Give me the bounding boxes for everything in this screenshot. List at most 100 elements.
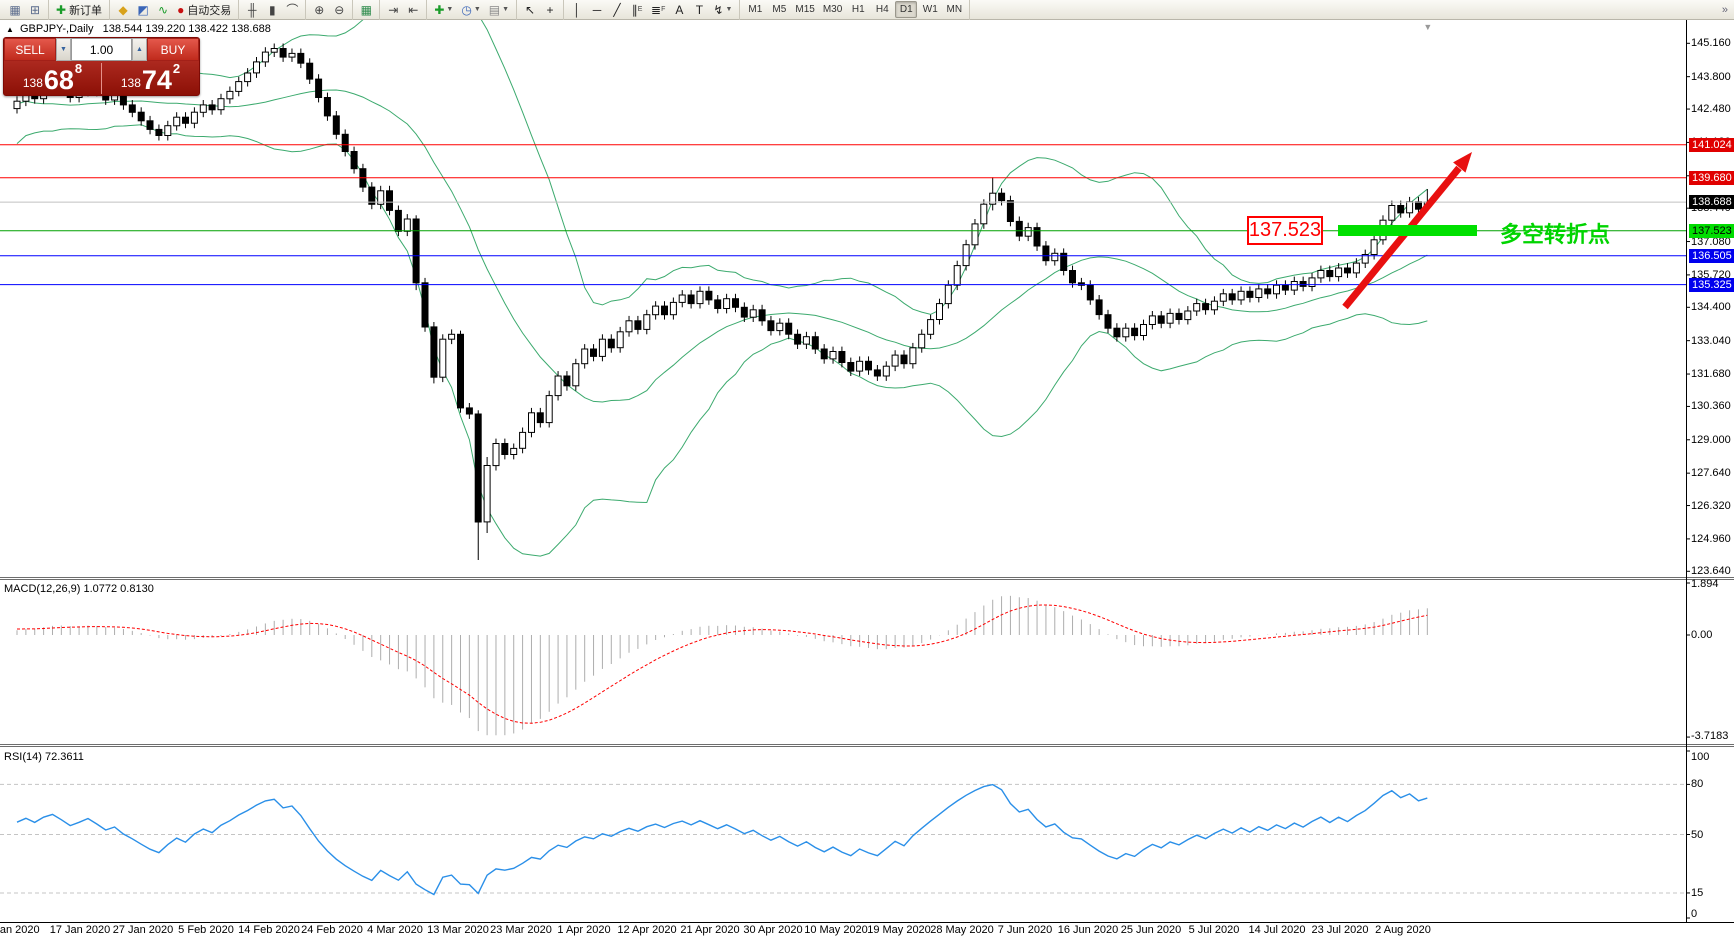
date-label[interactable]: 10 May 2020: [804, 924, 868, 936]
candle: [1024, 227, 1032, 237]
date-label[interactable]: 28 May 2020: [930, 924, 994, 936]
chart-shift-icon[interactable]: ⇤: [408, 2, 419, 17]
date-label[interactable]: 23 Jul 2020: [1311, 924, 1369, 936]
timeframe-h1[interactable]: H1: [851, 4, 865, 15]
candle: [661, 305, 668, 316]
date-label[interactable]: 25 Jun 2020: [1120, 924, 1182, 936]
horizontal-line-icon[interactable]: ─: [592, 2, 602, 17]
volume-increase-button[interactable]: ▲: [132, 38, 147, 61]
price-tick-label: 123.640: [1691, 565, 1731, 578]
timeframe-d1[interactable]: D1: [895, 1, 918, 18]
data-window-icon[interactable]: ⊞: [29, 2, 41, 17]
buy-button[interactable]: BUY: [147, 38, 199, 61]
chart-canvas[interactable]: ▼: [0, 20, 1734, 938]
timeframe-m1[interactable]: M1: [748, 4, 763, 15]
bar-chart-icon[interactable]: ╫: [248, 2, 257, 17]
signals-icon[interactable]: ∿: [158, 2, 169, 17]
zoom-out-icon[interactable]: ⊖: [334, 2, 345, 17]
candle: [1193, 303, 1201, 312]
date-label[interactable]: 19 May 2020: [867, 924, 931, 936]
text-label-icon[interactable]: T: [695, 2, 704, 17]
date-label[interactable]: 5 Feb 2020: [178, 924, 234, 936]
candle: [1273, 284, 1280, 295]
date-label[interactable]: 1 Apr 2020: [557, 924, 611, 936]
volume-decrease-button[interactable]: ▼: [56, 38, 71, 61]
auto-scroll-icon[interactable]: ⇥: [388, 2, 399, 17]
candle: [785, 322, 793, 335]
date-label[interactable]: 5 Jul 2020: [1188, 924, 1240, 936]
fibonacci-icon[interactable]: ≣ F: [651, 2, 666, 17]
price-tick-label: 124.960: [1691, 532, 1731, 545]
candle: [403, 218, 411, 232]
price-tick-label: 133.040: [1691, 334, 1731, 347]
toolbar-overflow-icon[interactable]: »: [1721, 3, 1728, 16]
date-label[interactable]: 4 Mar 2020: [367, 924, 423, 936]
ohlc-values: 138.544 139.220 138.422 138.688: [102, 23, 271, 35]
arrows-icon[interactable]: ↯ ▼: [713, 2, 733, 17]
candle: [1148, 315, 1156, 325]
date-label[interactable]: 14 Feb 2020: [238, 924, 300, 936]
timeframe-w1[interactable]: W1: [922, 4, 938, 15]
timeframe-m30[interactable]: M30: [822, 4, 843, 15]
templates-icon[interactable]: ▤ ▼: [488, 2, 510, 17]
price-line-label: 141.024: [1689, 137, 1734, 152]
date-label[interactable]: 2 Aug 2020: [1375, 924, 1431, 936]
trend-arrow[interactable]: [1342, 165, 1462, 310]
candle: [802, 336, 810, 345]
bid-price[interactable]: 138 68 8: [22, 61, 83, 95]
timeframe-m15[interactable]: M15: [795, 4, 815, 15]
date-label[interactable]: 27 Jan 2020: [112, 924, 174, 936]
ask-price[interactable]: 138 74 2: [120, 61, 181, 95]
date-label[interactable]: Jan 2020: [0, 924, 40, 936]
candle: [962, 244, 970, 267]
strategy-tester-icon[interactable]: ◩: [137, 2, 149, 17]
shift-marker-icon[interactable]: ▼: [1423, 22, 1432, 32]
history-center-icon[interactable]: ◆: [118, 2, 128, 17]
candle: [652, 305, 660, 316]
equidistant-channel-icon[interactable]: ∥ E: [631, 2, 643, 17]
date-label[interactable]: 14 Jul 2020: [1248, 924, 1306, 936]
trendline-icon[interactable]: ╱: [613, 2, 621, 17]
price-tick-label: 137.080: [1691, 235, 1731, 248]
candlestick-chart-icon[interactable]: ▮: [269, 2, 276, 17]
price-annotation-label[interactable]: 137.523: [1247, 216, 1323, 245]
new-order-button[interactable]: ✚ 新订单: [56, 2, 103, 17]
timeframe-mn[interactable]: MN: [946, 4, 963, 15]
main-panel[interactable]: [16, 20, 1428, 557]
date-label[interactable]: 13 Mar 2020: [427, 924, 489, 936]
date-label[interactable]: 24 Feb 2020: [301, 924, 363, 936]
volume-input[interactable]: 1.00: [71, 38, 132, 61]
date-label[interactable]: 17 Jan 2020: [49, 924, 111, 936]
timeframe-h4[interactable]: H4: [875, 4, 889, 15]
candle: [563, 375, 571, 387]
date-label[interactable]: 23 Mar 2020: [490, 924, 552, 936]
candle: [1184, 310, 1192, 321]
price-line-label: 136.505: [1689, 248, 1734, 263]
line-chart-icon[interactable]: ⌒: [286, 2, 299, 17]
chart-header: ▲ GBPJPY-,Daily 138.544 139.220 138.422 …: [6, 23, 271, 35]
indicators-icon[interactable]: ✚ ▼: [434, 2, 454, 17]
annotation-text[interactable]: 多空转折点: [1500, 222, 1611, 247]
date-label[interactable]: 16 Jun 2020: [1057, 924, 1119, 936]
date-label[interactable]: 30 Apr 2020: [743, 924, 803, 936]
periods-icon[interactable]: ◷ ▼: [461, 2, 481, 17]
candle: [173, 116, 181, 127]
candle: [1104, 314, 1112, 329]
vertical-line-icon[interactable]: │: [573, 2, 581, 17]
date-label[interactable]: 21 Apr 2020: [680, 924, 740, 936]
crosshair-icon[interactable]: +: [546, 2, 554, 17]
cursor-icon[interactable]: ↖: [525, 2, 536, 17]
toolbar-group: ✚ ▼ ◷ ▼ ▤ ▼: [427, 0, 518, 20]
support-highlight-bar[interactable]: [1338, 225, 1477, 236]
chart-windows-icon[interactable]: ▦: [9, 2, 21, 17]
candle: [696, 290, 704, 305]
date-label[interactable]: 12 Apr 2020: [617, 924, 677, 936]
sell-button[interactable]: SELL: [4, 38, 56, 61]
tile-windows-icon[interactable]: ▦: [360, 2, 372, 17]
date-label[interactable]: 7 Jun 2020: [997, 924, 1053, 936]
timeframe-group: M1 M5 M15 M30 H1 H4 D1 W1 MN: [740, 0, 971, 20]
autotrading-button[interactable]: ● 自动交易: [177, 2, 232, 17]
text-icon[interactable]: A: [675, 2, 684, 17]
timeframe-m5[interactable]: M5: [772, 4, 787, 15]
zoom-in-icon[interactable]: ⊕: [314, 2, 325, 17]
